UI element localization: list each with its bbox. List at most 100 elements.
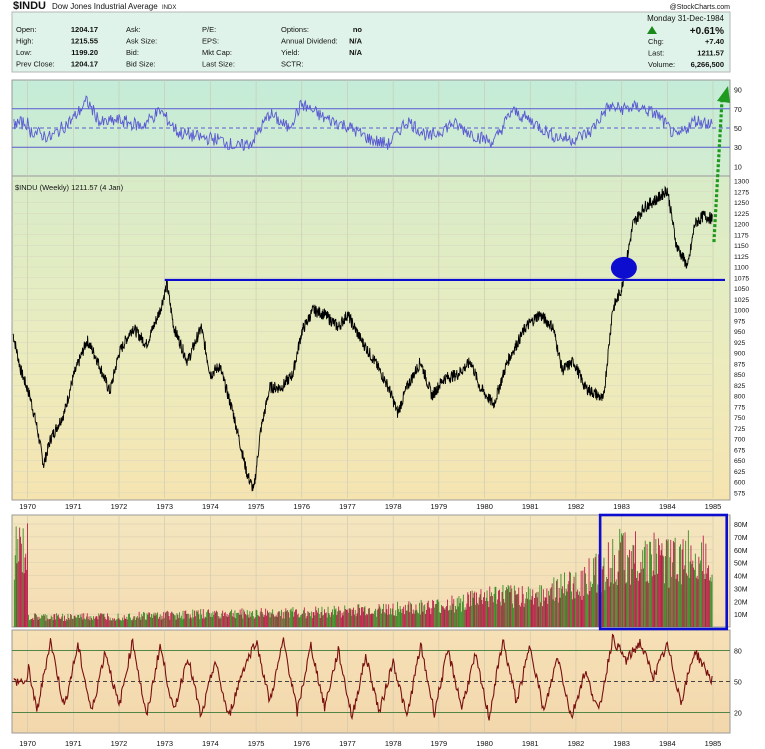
volume-bar xyxy=(179,612,180,627)
volume-bar xyxy=(433,607,435,627)
volume-bar xyxy=(212,611,214,627)
volume-bar xyxy=(231,616,233,627)
volume-bar xyxy=(271,613,273,627)
quote-label: Mkt Cap: xyxy=(202,48,232,57)
volume-bar xyxy=(304,613,306,627)
volume-bar xyxy=(139,617,141,627)
volume-bar xyxy=(658,538,659,627)
volume-bar xyxy=(463,609,465,627)
volume-bar xyxy=(252,611,253,627)
quote-label: Yield: xyxy=(281,48,299,57)
volume-bar xyxy=(684,565,686,627)
volume-bar xyxy=(259,616,260,627)
volume-bar xyxy=(654,574,656,627)
volume-bar xyxy=(427,600,429,627)
volume-bar xyxy=(571,591,572,627)
volume-bar xyxy=(521,586,523,627)
volume-bar xyxy=(683,569,685,627)
volume-bar xyxy=(671,576,673,627)
volume-bar xyxy=(507,585,509,627)
volume-bar xyxy=(209,612,210,627)
volume-bar xyxy=(550,587,552,627)
annotations xyxy=(164,86,730,631)
volume-bar xyxy=(394,615,396,627)
volume-bar xyxy=(142,616,144,627)
header-panel xyxy=(11,11,731,73)
volume-bar xyxy=(702,535,704,627)
volume-bar xyxy=(701,542,702,627)
volume-bar xyxy=(339,610,340,627)
volume-bar xyxy=(397,608,399,627)
volume-bar xyxy=(614,581,616,627)
volume-bar xyxy=(260,608,262,627)
volume-bar xyxy=(595,553,597,627)
volume-bar xyxy=(652,570,654,627)
volume-bar xyxy=(100,613,102,627)
volume-bar xyxy=(433,601,434,627)
x-tick-label: 1985 xyxy=(705,502,722,511)
volume-bar xyxy=(160,619,162,627)
quote-value: 1204.17 xyxy=(71,60,98,69)
volume-bar xyxy=(528,599,530,627)
volume-bar xyxy=(419,602,420,627)
volume-bar xyxy=(373,613,375,627)
y-tick-label: 800 xyxy=(734,394,746,401)
volume-bar xyxy=(540,602,542,627)
volume-bar xyxy=(105,619,107,627)
volume-bar xyxy=(172,612,173,627)
volume-bar xyxy=(287,610,289,627)
volume-bar xyxy=(607,579,608,627)
volume-bar xyxy=(211,617,213,627)
volume-bar xyxy=(278,611,280,627)
volume-bar xyxy=(623,570,625,627)
volume-bar xyxy=(643,547,645,627)
volume-bar xyxy=(465,609,467,627)
volume-bar xyxy=(475,604,477,627)
volume-bar xyxy=(319,618,321,627)
volume-bar xyxy=(455,609,457,627)
volume-bar xyxy=(282,612,284,627)
quote-label: Annual Dividend: xyxy=(281,37,338,46)
volume-bar xyxy=(126,616,128,627)
volume-bar xyxy=(666,540,668,627)
volume-bar xyxy=(250,616,252,627)
y-tick-label: 950 xyxy=(734,329,746,336)
volume-bar xyxy=(613,583,615,627)
volume-bar xyxy=(316,610,318,627)
volume-bar xyxy=(472,597,474,627)
up-arrow-icon xyxy=(647,26,657,34)
volume-bar xyxy=(328,613,330,627)
volume-bar xyxy=(35,614,37,627)
x-tick-label: 1976 xyxy=(293,502,310,511)
volume-bar xyxy=(496,603,498,627)
volume-bar xyxy=(230,611,231,627)
volume-bar xyxy=(453,599,455,627)
volume-bar xyxy=(296,609,297,627)
volume-bar xyxy=(170,613,172,627)
x-tick-label: 1977 xyxy=(339,502,356,511)
volume-bar xyxy=(421,602,423,627)
volume-bar xyxy=(61,616,63,627)
volume-bar xyxy=(426,609,427,627)
volume-bar xyxy=(223,616,224,627)
volume-bar xyxy=(251,612,253,627)
exchange: INDX xyxy=(162,5,176,11)
volume-bar xyxy=(26,569,28,627)
volume-bar xyxy=(236,613,238,627)
volume-bar xyxy=(412,609,414,627)
volume-bar xyxy=(368,608,369,627)
volume-bar xyxy=(78,618,80,627)
volume-bar xyxy=(131,620,133,627)
y-tick-label: 60M xyxy=(734,548,748,555)
y-tick-label: 50M xyxy=(734,561,748,568)
volume-bar xyxy=(199,619,201,627)
volume-bar xyxy=(665,539,667,627)
volume-bar xyxy=(222,610,224,627)
volume-bar xyxy=(168,616,170,627)
stochastic-line xyxy=(13,633,713,721)
y-tick-label: 725 xyxy=(734,426,746,433)
volume-bar xyxy=(442,606,444,627)
volume-bar xyxy=(350,609,352,627)
volume-bar xyxy=(326,617,328,627)
volume-bar xyxy=(68,617,70,627)
